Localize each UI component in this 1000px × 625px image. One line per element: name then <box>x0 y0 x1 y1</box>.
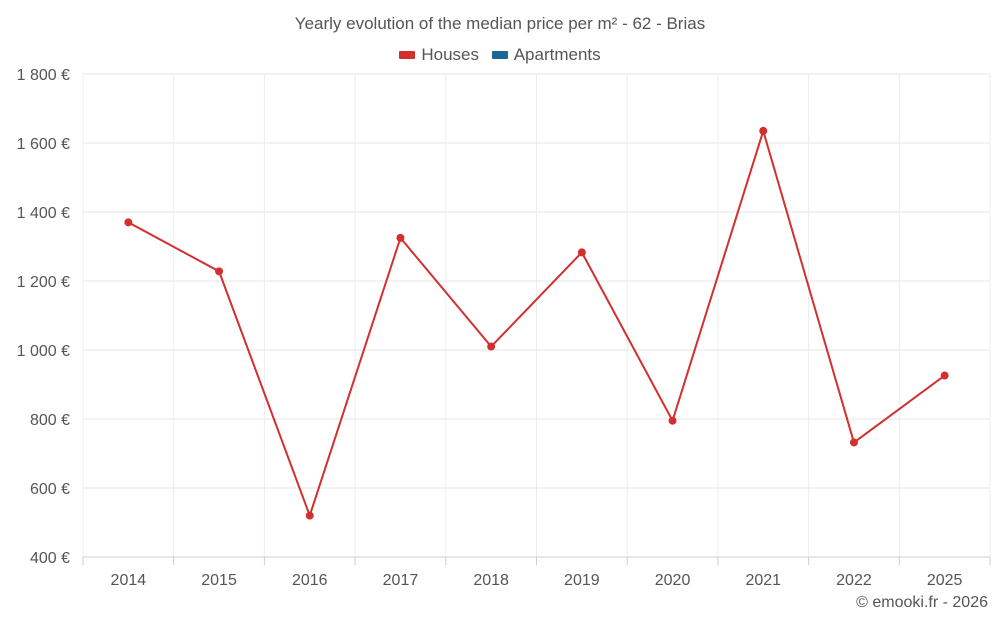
legend-label-apartments: Apartments <box>513 45 601 64</box>
data-point <box>668 416 677 425</box>
y-tick-label: 1 000 € <box>17 343 70 360</box>
x-tick-label: 2022 <box>836 572 872 589</box>
legend-item-houses[interactable]: Houses <box>399 45 479 65</box>
data-point <box>577 248 586 257</box>
y-tick-label: 1 200 € <box>17 274 70 291</box>
x-tick-label: 2015 <box>201 572 237 589</box>
data-point <box>305 511 314 520</box>
x-tick-label: 2014 <box>111 572 147 589</box>
data-point <box>759 126 768 135</box>
x-tick-label: 2019 <box>564 572 600 589</box>
legend: Houses Apartments <box>0 44 1000 65</box>
credit-text: © emooki.fr - 2026 <box>856 594 988 611</box>
chart-title: Yearly evolution of the median price per… <box>294 14 706 33</box>
data-point <box>849 438 858 447</box>
y-tick-label: 400 € <box>30 550 70 567</box>
x-tick-label: 2016 <box>292 572 328 589</box>
data-point <box>487 342 496 351</box>
y-tick-label: 1 800 € <box>17 67 70 84</box>
y-tick-label: 800 € <box>30 412 70 429</box>
x-tick-label: 2020 <box>655 572 691 589</box>
data-point <box>396 233 405 242</box>
x-tick-label: 2021 <box>745 572 781 589</box>
data-point <box>215 267 224 276</box>
x-tick-label: 2017 <box>383 572 419 589</box>
legend-item-apartments[interactable]: Apartments <box>491 45 601 65</box>
x-tick-label: 2025 <box>927 572 963 589</box>
legend-swatch-houses <box>399 51 416 59</box>
legend-swatch-apartments <box>491 51 508 59</box>
y-tick-label: 600 € <box>30 481 70 498</box>
x-tick-label: 2018 <box>473 572 509 589</box>
legend-label-houses: Houses <box>421 45 479 64</box>
y-tick-label: 1 600 € <box>17 136 70 153</box>
y-tick-label: 1 400 € <box>17 205 70 222</box>
data-point <box>940 371 949 380</box>
series-line-houses <box>127 127 946 519</box>
data-point <box>124 218 133 227</box>
